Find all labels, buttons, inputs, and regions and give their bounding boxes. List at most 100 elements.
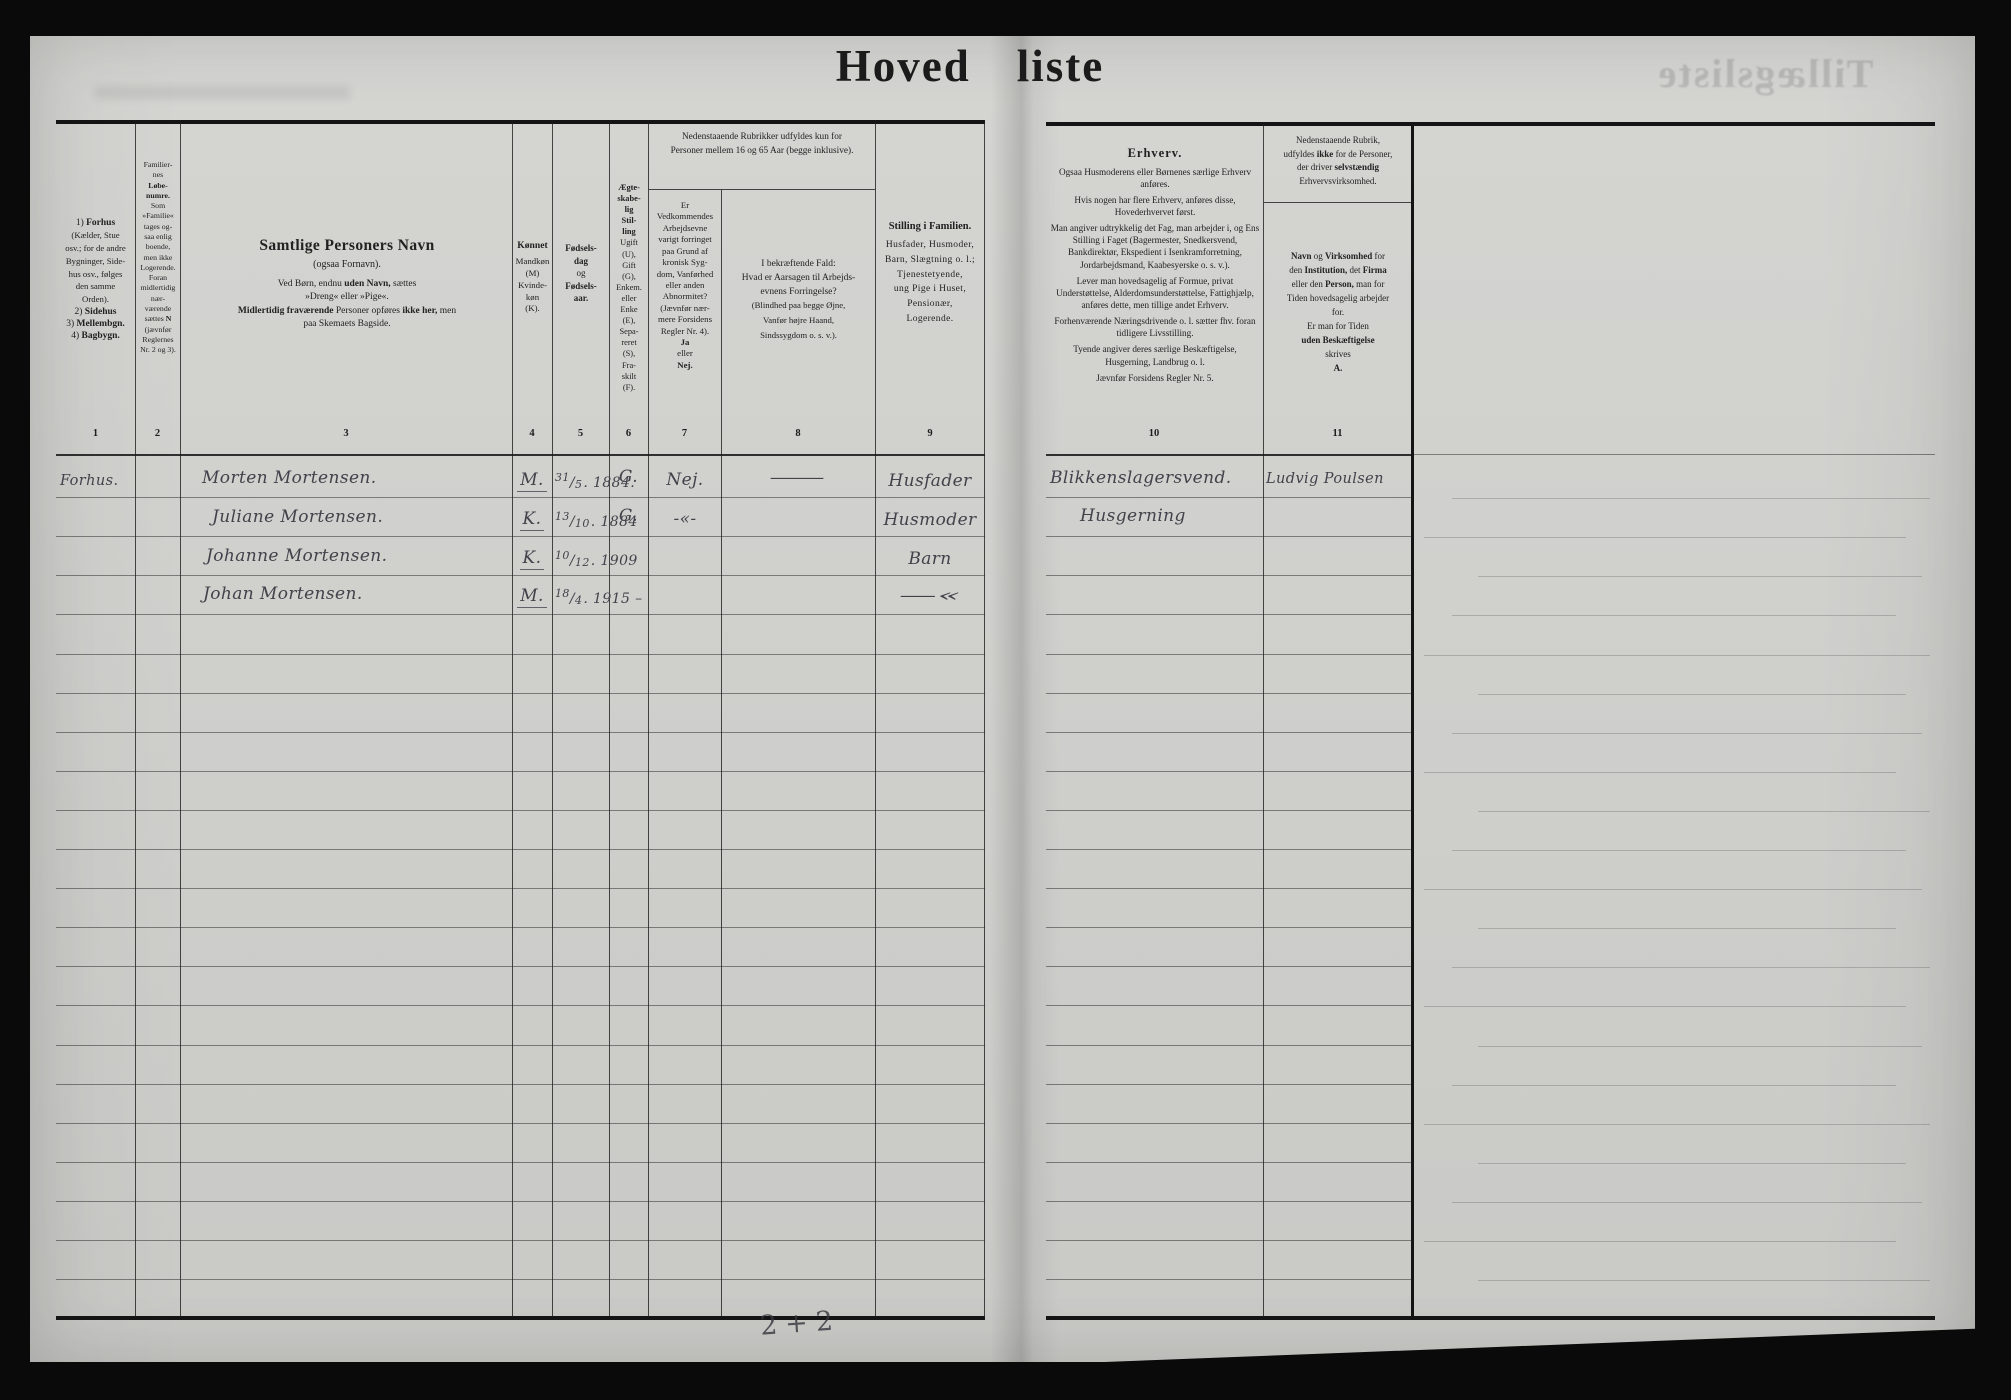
- rule-line: [512, 120, 513, 1318]
- column-number-4: 4: [529, 428, 535, 439]
- column-number-9: 9: [927, 428, 933, 439]
- fraction-slash: /: [569, 591, 575, 607]
- entry-row2-sex: K.: [512, 509, 552, 531]
- entry-row2-birth-year: . 1884: [590, 514, 638, 530]
- entry-row3-sex-value: K.: [519, 548, 545, 570]
- scan-frame-top: [0, 0, 2011, 36]
- rule-line: [56, 732, 985, 733]
- rule-line: [56, 614, 985, 615]
- ghost-smudge: [95, 86, 350, 99]
- entry-row3-birthdate: 10/12. 1909: [555, 549, 638, 569]
- header-person-names-note: Ved Børn, endnu uden Navn, sættes »Dreng«…: [237, 278, 457, 330]
- header-occupation-paragraphs: Ogsaa Husmoderens eller Børnenes særlige…: [1050, 166, 1260, 383]
- rule-line: [1452, 615, 1896, 616]
- fraction-slash: /: [569, 553, 575, 569]
- rule-line: [1424, 537, 1906, 538]
- rule-line: [56, 810, 985, 811]
- header-impairment-cause: I bekræftende Fald: Hvad er Aarsagen til …: [741, 259, 856, 340]
- entry-row3-birth-month: 12: [574, 556, 590, 569]
- entry-row3-birth-year: . 1909: [590, 553, 638, 569]
- entry-row1-birth-year: . 1884.: [583, 475, 636, 491]
- header-sex: Kønnet Mandkøn (M) Kvinde-køn (K).: [513, 240, 552, 315]
- rule-line: [1046, 497, 1412, 498]
- rule-line: [56, 1240, 985, 1241]
- column-number-5: 5: [577, 428, 584, 439]
- rule-line: [1264, 202, 1411, 203]
- rule-line: [1424, 1241, 1896, 1242]
- header-family-position-body: Husfader, Husmoder, Barn, Slægtning o. l.…: [884, 240, 976, 324]
- rule-line: [1411, 122, 1414, 1318]
- rule-line: [609, 120, 610, 1318]
- rule-line: [56, 1201, 985, 1202]
- rule-line: [56, 575, 985, 576]
- rule-line: [56, 120, 985, 124]
- rule-line: [1046, 122, 1935, 126]
- column-number-3: 3: [343, 428, 349, 439]
- back-page-ghost-title: Tillægsliste: [1656, 51, 1874, 96]
- rule-line: [1046, 454, 1412, 456]
- header-sex-title: Kønnet: [517, 240, 548, 251]
- entry-row1-name: Morten Mortensen.: [202, 468, 377, 488]
- rule-line: [1412, 454, 1935, 455]
- rule-line: [56, 1316, 985, 1320]
- entry-row3-birth-day: 10: [555, 549, 570, 562]
- entry-row2-impaired-ditto: -«-: [673, 509, 697, 529]
- header-person-names-title: Samtlige Personers Navn: [259, 237, 435, 254]
- rule-line: [1046, 1045, 1412, 1046]
- entry-row2-sex-value: K.: [519, 509, 545, 531]
- rule-line: [1478, 1046, 1922, 1047]
- column-number-2: 2: [154, 428, 161, 439]
- rule-line: [1452, 733, 1922, 734]
- rule-line: [1046, 1240, 1412, 1241]
- entry-row2-birthdate: 13/10. 1884: [555, 510, 638, 530]
- rule-line: [1046, 1005, 1412, 1006]
- entry-row1-employer: Ludvig Poulsen: [1266, 471, 1384, 487]
- rule-line: [1046, 614, 1412, 615]
- entry-row2-occupation: Husgerning: [1080, 506, 1186, 526]
- entry-row1-birth-month: 5: [574, 478, 583, 491]
- rule-line: [1452, 850, 1906, 851]
- entry-row4-family-value: —«: [898, 586, 962, 606]
- rule-line: [56, 1279, 985, 1280]
- header-person-names-sub: (ogsaa Fornavn).: [313, 259, 381, 271]
- header-occupation: Erhverv. Ogsaa Husmoderens eller Børnene…: [1050, 146, 1260, 388]
- rule-line: [984, 120, 985, 1318]
- rule-line: [56, 536, 985, 537]
- rule-line: [1046, 654, 1412, 655]
- entry-row4-name: Johan Mortensen.: [203, 584, 363, 604]
- rule-line: [1263, 122, 1264, 1318]
- rule-line: [1478, 811, 1930, 812]
- rule-line: [1424, 1124, 1930, 1125]
- entry-row1-sex-value: M.: [517, 470, 547, 492]
- header-employer-main: Navn og Virksomhed for den Institution, d…: [1286, 251, 1390, 373]
- entry-row4-family-ditto: —«: [875, 586, 985, 606]
- column-number-10: 10: [1148, 428, 1160, 439]
- entry-row4-birth-month: 4: [574, 594, 583, 607]
- rule-line: [648, 120, 649, 1318]
- rule-line: [1478, 928, 1896, 929]
- rule-line: [1046, 810, 1412, 811]
- rule-line: [649, 189, 875, 190]
- entry-row1-birthdate: 31/5. 1884.: [555, 471, 635, 491]
- rule-line: [1046, 1084, 1412, 1085]
- entry-row1-family-position: Husfader: [888, 471, 972, 491]
- entry-row4-sex-value: M.: [517, 586, 547, 608]
- entry-row2-family-position: Husmoder: [883, 510, 977, 530]
- rule-line: [56, 497, 985, 498]
- rule-line: [1046, 575, 1412, 576]
- rule-line: [1424, 772, 1896, 773]
- rule-line: [1046, 536, 1412, 537]
- header-employer-note: Nedenstaaende Rubrik, udfyldes ikke for d…: [1283, 135, 1393, 186]
- header-building-type: 1) Forhus (Kælder, Stue osv.; for de andre…: [65, 218, 126, 341]
- rule-line: [56, 1005, 985, 1006]
- rule-line: [1452, 967, 1930, 968]
- header-sex-body: Mandkøn (M) Kvinde-køn (K).: [515, 255, 550, 314]
- header-occupation-title: Erhverv.: [1127, 146, 1183, 160]
- rule-line: [56, 454, 985, 456]
- rule-line: [1478, 694, 1906, 695]
- header-family-position-title: Stilling i Familien.: [888, 221, 972, 232]
- rule-line: [1424, 1006, 1906, 1007]
- rule-line: [1478, 1280, 1930, 1281]
- entry-row1-building: Forhus.: [60, 473, 119, 489]
- column-number-8: 8: [795, 428, 801, 439]
